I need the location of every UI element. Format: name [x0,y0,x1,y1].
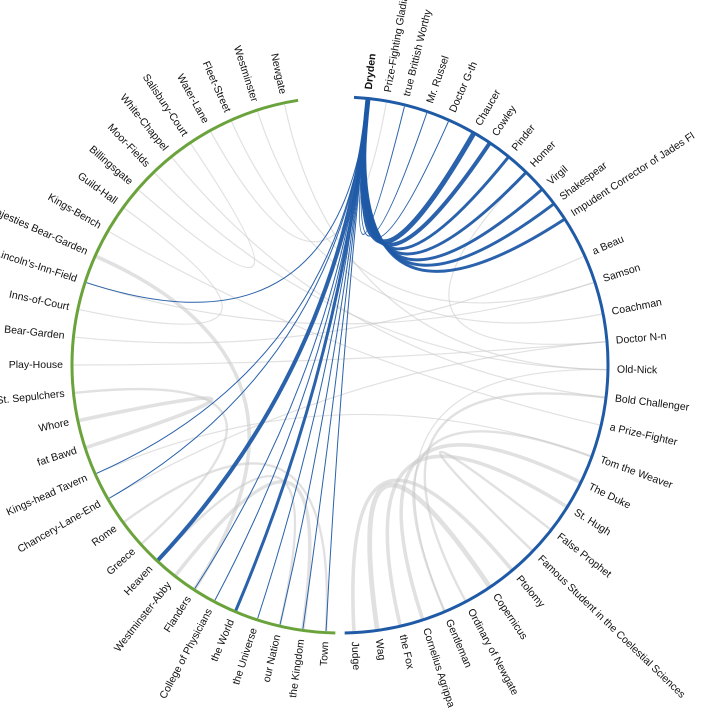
node-label-coachman[interactable]: Coachman [611,296,663,317]
node-label-the-universe[interactable]: the Universe [230,626,260,686]
link-dryden-to-chaucer [360,97,476,245]
highlighted-links [86,97,565,632]
node-label-lincoln-s-inn-field[interactable]: Lincoln's-Inn-Field [0,247,79,285]
link-gentleman-to-old-nick [414,369,607,611]
link-cornelius-agrippa-to-the-duke [399,443,581,620]
node-label-town[interactable]: Town [318,641,331,666]
node-label-inns-of-court[interactable]: Inns-of-Court [8,289,71,313]
node-label-bear-garden[interactable]: Bear-Garden [4,324,66,342]
link-white-chappel-to-bold-challenger [172,157,605,399]
link-dryden-to-true-brittish-worthy [358,99,405,235]
link-prize-fighting-gladiator-to-water-lane [210,102,387,243]
node-label-gentleman[interactable]: Gentleman [443,618,474,670]
node-label-our-nation[interactable]: our Nation [261,633,284,683]
link-dryden-to-lincoln-s-inn-field [86,99,369,303]
node-label-virgil[interactable]: Virgil [545,163,570,187]
link-samson-to-westminster [257,111,594,304]
node-label-flanders[interactable]: Flanders [162,594,194,635]
link-whore-to-fat-bawd [78,396,214,449]
node-label-a-prize-fighter[interactable]: a Prize-Fighter [609,421,679,448]
node-label-the-kingdom[interactable]: the Kingdom [287,638,307,698]
link-her-majesties-bear-garden-to-flanders [95,255,251,590]
link-westminster-abby-to-the-kingdom [174,480,312,631]
node-label-the-duke[interactable]: The Duke [586,481,632,512]
node-label-wag[interactable]: Wag [373,638,388,661]
node-label-copernicus[interactable]: Copernicus [490,591,530,642]
node-label-heaven[interactable]: Heaven [122,563,156,598]
node-label-a-beau[interactable]: a Beau [591,233,626,258]
link-chancery-lane-end-to-doctor-n-n [109,341,606,499]
link-ordinary-of-newgate-to-bold-challenger [423,392,606,602]
node-label-dryden[interactable]: Dryden [363,53,379,90]
link-a-beau-to-bear-garden [74,256,584,344]
link-lincoln-s-inn-field-to-samson [86,282,594,325]
link-inns-of-court-to-guild-hall [79,208,223,325]
link-st-sepulchers-to-greece [74,387,229,545]
right-group-arc [344,95,610,635]
link-heaven-to-our-nation [157,474,297,626]
node-label-the-world[interactable]: the World [209,617,238,663]
node-label-her-majesties-bear-garden[interactable]: Her Majesties Bear-Garden [0,195,90,258]
node-label-play-house[interactable]: Play-House [9,359,63,371]
muted-links [73,102,607,633]
link-dryden-to-flanders [194,99,369,589]
link-rome-to-town [123,462,329,632]
link-dryden-to-heaven [156,98,370,562]
link-dryden-to-kings-head-tavern [96,99,369,474]
link-billingsgate-to-salisbury-court [138,143,255,269]
link-moor-fields-to-old-nick [154,173,607,371]
node-label-greece[interactable]: Greece [104,546,138,578]
node-label-ptolomy[interactable]: Ptolomy [514,573,548,610]
node-label-doctor-n-n[interactable]: Doctor N-n [615,330,667,346]
node-label-the-fox[interactable]: the Fox [397,634,417,672]
left-group-arc [70,98,336,635]
node-label-st-hugh[interactable]: St. Hugh [572,507,613,539]
link-dryden-to-doctor-g-th [361,99,449,239]
link-judge-to-ptolomy [351,478,513,633]
node-label-mr-russel[interactable]: Mr. Russel [424,54,451,105]
node-label-samson[interactable]: Samson [602,262,642,285]
node-label-guild-hall[interactable]: Guild-Hall [75,170,119,207]
node-label-kings-bench[interactable]: Kings-Bench [46,191,104,231]
node-label-whore[interactable]: Whore [37,416,70,434]
node-label-fat-bawd[interactable]: fat Bawd [36,445,79,469]
node-label-bold-challenger[interactable]: Bold Challenger [614,393,690,414]
node-label-westminster[interactable]: Westminster [231,44,261,103]
link-dryden-to-town [325,99,369,632]
link-dryden-to-impudent-corrector-of-jades-fl [363,98,565,273]
link-dryden-to-the-world [234,98,370,612]
node-label-famous-student-in-the-coelestial-sciences[interactable]: Famous Student in the Coelestial Science… [535,553,687,701]
node-label-st-sepulchers[interactable]: St. Sepulchers [0,388,65,407]
node-label-homer[interactable]: Homer [528,138,559,169]
link-wag-to-copernicus [367,482,492,631]
node-label-doctor-g-th[interactable]: Doctor G-th [447,60,480,115]
link-homer-to-doctor-n-n [448,173,606,345]
link-doctor-n-n-to-play-house [73,341,606,366]
link-a-prize-fighter-to-kings-bench [109,231,600,426]
node-label-rome[interactable]: Rome [90,523,120,549]
node-label-tom-the-weaver[interactable]: Tom the Weaver [598,454,674,492]
node-label-pinder[interactable]: Pinder [509,122,538,154]
node-label-newgate[interactable]: Newgate [268,52,288,95]
link-famous-student-in-the-coelestial-sciences-to-false-prophet [439,450,551,551]
link-coachman-to-fleet-street [231,121,602,324]
group-arcs [70,95,610,635]
node-label-old-nick[interactable]: Old-Nick [617,364,658,377]
link-kings-head-tavern-to-tom-the-weaver [96,413,591,474]
link-old-nick-to-newgate [284,104,607,371]
node-label-judge[interactable]: Judge [349,641,362,670]
